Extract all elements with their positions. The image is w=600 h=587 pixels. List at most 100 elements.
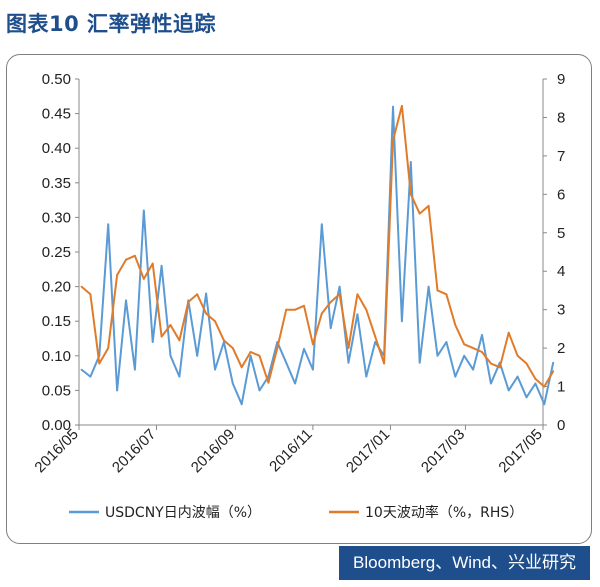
data-point (356, 313, 359, 316)
legend-label-2: 10天波动率（%，RHS） (365, 504, 523, 521)
data-point (490, 382, 492, 385)
data-point (383, 362, 385, 365)
data-point (187, 301, 190, 303)
data-point (249, 354, 252, 357)
data-point (427, 285, 430, 288)
data-point (347, 361, 350, 364)
data-point (160, 335, 163, 338)
data-point (240, 403, 243, 406)
data-point (151, 341, 154, 343)
data-point (525, 362, 528, 365)
data-point (427, 205, 430, 207)
data-point (374, 341, 377, 343)
x-tick-label: 2016/07 (109, 426, 159, 476)
data-point (134, 254, 136, 257)
data-point (534, 378, 537, 380)
data-point (436, 289, 439, 292)
data-point (418, 212, 421, 215)
data-point (365, 308, 368, 311)
data-point (507, 389, 510, 392)
line-chart: 0.00 0.05 0.10 0.15 0.20 0.25 0.30 0.35 0.40 0.45… (31, 71, 565, 521)
data-point (418, 361, 421, 364)
data-point (223, 339, 225, 342)
series-line-1 (80, 105, 555, 406)
y-right-tick-label: 6 (557, 186, 565, 203)
data-point (516, 375, 519, 378)
data-point (463, 354, 466, 357)
data-point (338, 293, 341, 296)
data-point (107, 223, 110, 226)
y-left-tick-label: 0.30 (42, 209, 71, 226)
data-point (116, 274, 118, 276)
data-point (231, 347, 234, 349)
data-point (490, 362, 492, 365)
x-tick-label: 2017/01 (343, 426, 393, 476)
data-point (329, 301, 332, 303)
data-point (240, 366, 243, 369)
data-point (445, 293, 448, 296)
plot-area (80, 104, 555, 406)
data-point (231, 382, 234, 385)
data-point (160, 264, 163, 267)
data-point (205, 312, 208, 315)
data-point (507, 331, 510, 334)
data-point (409, 161, 412, 163)
data-point (80, 285, 83, 288)
data-point (258, 389, 261, 392)
data-point (463, 343, 466, 346)
figure-title: 图表10 汇率弹性追踪 (6, 12, 217, 36)
series-line-2 (80, 104, 555, 388)
data-point (347, 347, 350, 349)
data-point (445, 341, 448, 343)
y-right-tick-label: 1 (557, 379, 565, 396)
y-right-tick-label: 8 (557, 109, 565, 126)
data-point (116, 389, 118, 392)
source-label: Bloomberg、Wind、兴业研究 (339, 546, 590, 580)
data-point (498, 366, 501, 369)
y-right-tick-label: 5 (557, 225, 565, 242)
data-point (543, 403, 546, 406)
data-point (214, 368, 216, 371)
y-left-tick-label: 0.05 (42, 382, 71, 399)
data-point (80, 368, 83, 371)
data-point (401, 105, 403, 107)
data-point (285, 308, 288, 311)
legend: USDCNY日内波幅（%） 10天波动率（%，RHS） (69, 504, 523, 521)
data-point (294, 382, 296, 385)
y-right-tick-label: 2 (557, 340, 565, 357)
x-tick-label: 2016/11 (266, 426, 316, 476)
data-point (285, 361, 288, 364)
y-right-tick-label: 3 (557, 302, 565, 319)
data-point (205, 292, 208, 295)
data-point (169, 354, 172, 357)
data-point (365, 375, 368, 378)
data-point (214, 320, 216, 323)
y-right-tick-label: 9 (557, 71, 565, 88)
data-point (134, 368, 136, 371)
data-point (454, 324, 457, 326)
x-tick-label: 2017/05 (495, 426, 545, 476)
data-point (89, 293, 92, 296)
data-point (516, 354, 519, 357)
data-point (543, 385, 546, 388)
data-point (276, 347, 279, 349)
legend-label-1: USDCNY日内波幅（%） (105, 505, 261, 521)
data-point (294, 308, 296, 311)
data-point (151, 262, 154, 265)
data-point (374, 335, 377, 338)
data-point (89, 375, 92, 378)
data-point (303, 304, 305, 307)
data-point (178, 375, 181, 378)
y-left-tick-label: 0.15 (42, 313, 71, 330)
data-point (178, 339, 181, 342)
data-point (320, 312, 323, 315)
x-tick-label: 2016/09 (188, 426, 238, 476)
data-point (142, 209, 145, 212)
data-point (401, 320, 403, 323)
y-left-tick-label: 0.40 (42, 140, 71, 157)
data-point (534, 382, 537, 385)
y-left-tick-label: 0.20 (42, 279, 71, 296)
data-point (338, 285, 341, 288)
y-left-tick-label: 0.25 (42, 244, 71, 261)
data-point (196, 354, 199, 357)
